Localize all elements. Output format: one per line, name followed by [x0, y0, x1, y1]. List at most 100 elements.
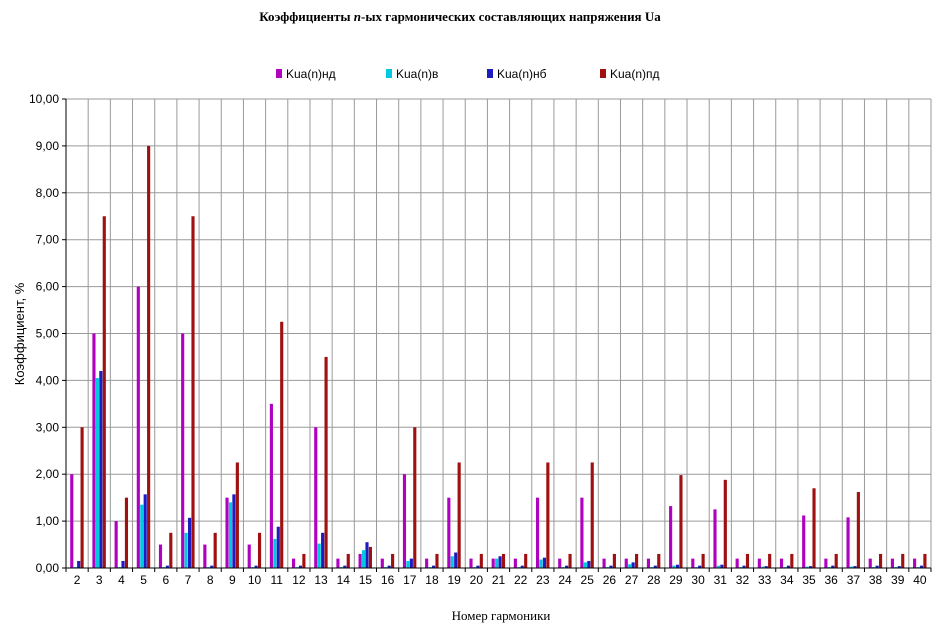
- bar: [169, 532, 173, 568]
- bar: [609, 565, 613, 568]
- bar: [701, 553, 705, 568]
- bar: [698, 565, 702, 568]
- bar: [495, 558, 499, 568]
- bar: [203, 544, 207, 568]
- y-axis-label: Коэффициент, %: [12, 282, 27, 385]
- bar: [406, 560, 410, 568]
- bar: [742, 565, 746, 568]
- bar: [454, 552, 458, 568]
- x-tick-label: 23: [536, 573, 550, 587]
- bar: [878, 553, 883, 568]
- bar: [235, 462, 239, 568]
- x-tick-label: 34: [780, 573, 794, 587]
- x-tick-label: 9: [229, 573, 236, 587]
- bar: [257, 532, 262, 568]
- bar: [228, 502, 233, 568]
- bar: [368, 546, 372, 568]
- bar: [834, 553, 838, 568]
- bar: [824, 558, 828, 568]
- bar: [657, 553, 661, 568]
- bar: [672, 565, 676, 568]
- bar: [713, 509, 717, 568]
- bar: [136, 286, 140, 568]
- bar: [276, 526, 280, 568]
- bar: [143, 494, 147, 568]
- bar: [768, 553, 772, 568]
- bar: [99, 371, 103, 568]
- bar: [247, 544, 251, 568]
- bar: [358, 553, 362, 568]
- bar: [786, 565, 790, 568]
- bar: [314, 427, 318, 568]
- x-tick-label: 12: [292, 573, 306, 587]
- bar: [790, 553, 794, 568]
- bar: [102, 216, 106, 568]
- x-tick-label: 35: [802, 573, 816, 587]
- bar: [413, 427, 417, 568]
- x-tick-label: 15: [359, 573, 373, 587]
- bar: [298, 565, 303, 568]
- x-tick-label: 27: [625, 573, 639, 587]
- bar: [779, 558, 784, 568]
- bar: [890, 558, 894, 568]
- bar: [346, 553, 350, 568]
- legend-swatch: [276, 69, 282, 78]
- x-tick-label: 25: [581, 573, 595, 587]
- bar: [590, 462, 594, 568]
- bar: [254, 565, 258, 568]
- bar: [628, 564, 632, 568]
- bar: [631, 562, 635, 568]
- y-tick-label: 9,00: [36, 139, 60, 153]
- y-tick-label: 5,00: [36, 327, 60, 341]
- bar: [213, 532, 217, 568]
- bar: [292, 558, 296, 568]
- x-tick-label: 19: [447, 573, 461, 587]
- x-tick-label: 17: [403, 573, 417, 587]
- bar: [321, 532, 325, 568]
- bar: [361, 550, 366, 568]
- y-tick-label: 3,00: [36, 420, 60, 434]
- legend-swatch: [487, 69, 493, 78]
- x-tick-label: 22: [514, 573, 528, 587]
- x-tick-label: 24: [558, 573, 572, 587]
- bar: [501, 553, 506, 568]
- bar: [147, 145, 151, 568]
- x-tick-label: 5: [140, 573, 147, 587]
- bar: [225, 497, 229, 568]
- bar: [317, 543, 321, 568]
- bar: [184, 532, 188, 568]
- bar: [809, 566, 813, 568]
- bar: [856, 492, 860, 568]
- x-tick-label: 30: [691, 573, 705, 587]
- y-tick-label: 6,00: [36, 280, 60, 294]
- axes: [62, 98, 932, 572]
- bar: [612, 553, 616, 568]
- x-tick-label: 39: [891, 573, 905, 587]
- bar: [498, 556, 502, 568]
- y-tick-label: 7,00: [36, 233, 60, 247]
- bar: [583, 562, 587, 568]
- x-tick-label: 10: [248, 573, 262, 587]
- x-tick-label: 37: [847, 573, 861, 587]
- y-tick-label: 10,00: [29, 92, 59, 106]
- bar: [124, 497, 129, 568]
- bar: [380, 558, 384, 568]
- bar: [646, 558, 651, 568]
- x-tick-label: 29: [669, 573, 683, 587]
- bar: [121, 560, 125, 568]
- bar: [469, 558, 473, 568]
- chart-title: Коэффициенты n-ых гармонических составля…: [259, 9, 661, 24]
- bar: [524, 553, 528, 568]
- x-tick-label: 40: [913, 573, 927, 587]
- y-tick-label: 4,00: [36, 373, 60, 387]
- x-tick-label: 2: [74, 573, 81, 587]
- bar: [273, 538, 277, 568]
- bar: [302, 553, 306, 568]
- x-tick-label: 4: [118, 573, 125, 587]
- bar: [80, 427, 84, 568]
- legend-entry: Kua(n)в: [396, 67, 438, 81]
- bar: [716, 565, 720, 568]
- bar: [761, 566, 765, 568]
- bar: [92, 333, 96, 568]
